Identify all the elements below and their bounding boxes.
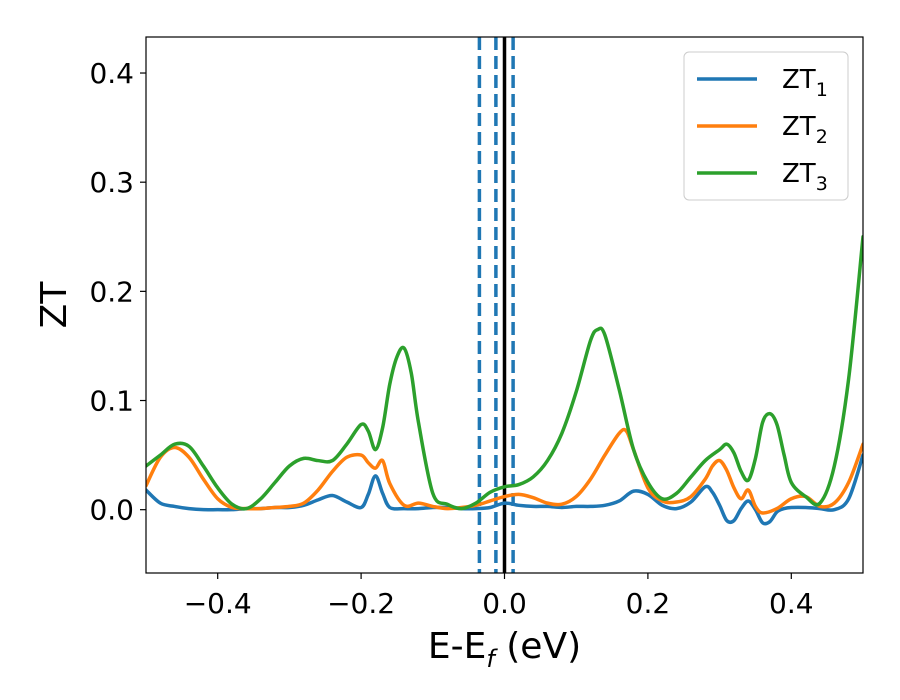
legend: ZT1 ZT2 ZT3 <box>683 51 849 201</box>
x-tick-label: 0.4 <box>769 587 814 620</box>
x-tick-label: −0.2 <box>327 587 395 620</box>
y-tick-label: 0.0 <box>89 494 134 527</box>
x-axis-title: E-Ef (eV) <box>428 626 581 673</box>
series-lines <box>146 235 863 526</box>
series-line-zt3 <box>146 235 863 511</box>
x-tick-label: −0.4 <box>184 587 252 620</box>
y-tick-label: 0.1 <box>89 385 134 418</box>
x-tick-label: 0.0 <box>482 587 527 620</box>
y-tick-label: 0.4 <box>89 57 134 90</box>
legend-box <box>683 51 849 201</box>
y-axis-title: ZT <box>34 281 75 329</box>
y-tick-label: 0.3 <box>89 166 134 199</box>
fermi-level-markers <box>477 37 515 573</box>
x-tick-label: 0.2 <box>626 587 671 620</box>
x-axis-ticks: −0.4 −0.2 0.0 0.2 0.4 <box>184 573 814 620</box>
series-line-zt2 <box>146 427 863 515</box>
y-axis-ticks: 0.0 0.1 0.2 0.3 0.4 <box>89 57 146 527</box>
legend-label-zt1: ZT1 <box>782 65 828 101</box>
legend-label-zt3: ZT3 <box>782 159 828 195</box>
y-tick-label: 0.2 <box>89 275 134 308</box>
legend-label-zt2: ZT2 <box>782 112 828 148</box>
